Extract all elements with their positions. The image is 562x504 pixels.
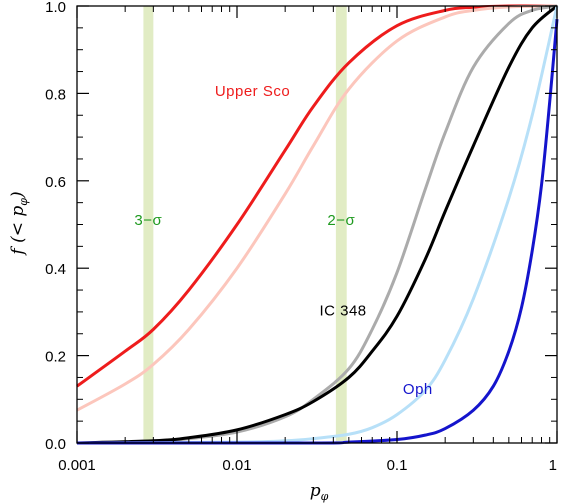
x-tick-label: 0.1: [387, 457, 408, 474]
sigma-label-1: 3−σ: [134, 212, 162, 229]
series-label-ic-348: IC 348: [319, 303, 366, 320]
x-tick-label: 1: [549, 457, 557, 474]
y-tick-label: 1.0: [45, 0, 66, 16]
y-axis-label: f (< pφ): [8, 191, 30, 256]
sigma-label-2: 2−σ: [327, 212, 355, 229]
y-tick-label: 0.2: [45, 349, 66, 366]
x-axis-label: pφ: [310, 481, 329, 503]
annotations: 3−σ 2−σ Upper Sco IC 348 Oph: [134, 83, 432, 398]
y-tick-label: 0.0: [45, 436, 66, 453]
x-tick-label: 0.01: [222, 457, 251, 474]
series-label-upper-sco: Upper Sco: [215, 83, 290, 100]
x-tick-label: 0.001: [58, 457, 96, 474]
axis-ticks: [76, 5, 558, 444]
tick-labels: 0.001 0.01 0.1 1 0.0 0.2 0.4 0.6 0.8 1.0: [45, 0, 557, 474]
confidence-bands: [143, 6, 347, 443]
y-tick-label: 0.8: [45, 86, 66, 103]
series-line-unlabeled-5: [76, 5, 559, 445]
sigma-band-1: [143, 6, 154, 443]
series-line-ic-348: [76, 4, 558, 445]
y-tick-label: 0.4: [45, 261, 66, 278]
series-label-oph: Oph: [403, 381, 433, 398]
sigma-band-2: [335, 6, 347, 443]
y-tick-label: 0.6: [45, 174, 66, 191]
